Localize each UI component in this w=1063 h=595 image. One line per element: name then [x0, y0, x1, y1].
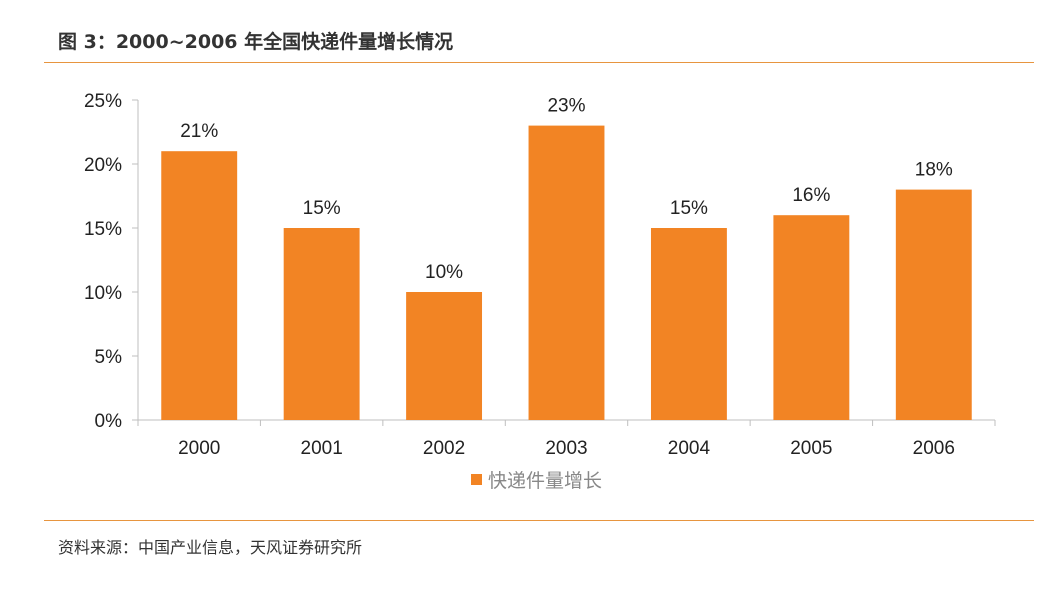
bar-2006 — [895, 189, 972, 420]
x-tick-label-2003: 2003 — [545, 438, 587, 459]
y-tick-label: 10% — [84, 283, 122, 304]
chart-axes: 0% 5% 10% 15% 20% 25% — [84, 91, 996, 432]
source-note: 资料来源：中国产业信息，天风证券研究所 — [58, 538, 363, 557]
bar-2003 — [528, 125, 605, 420]
bar-2005 — [773, 215, 850, 420]
x-tick-label-2004: 2004 — [668, 438, 711, 459]
data-label-2000: 21% — [180, 121, 218, 142]
y-tick-label: 0% — [95, 411, 123, 432]
bar-2001 — [283, 228, 360, 420]
chart-labels: 21% 2000 15% 2001 10% 2002 23% 2003 15% 2004 16% 20… — [178, 96, 955, 459]
x-tick-label-2006: 2006 — [913, 438, 955, 459]
x-tick-label-2005: 2005 — [790, 438, 832, 459]
data-label-2001: 15% — [303, 198, 341, 219]
bar-2004 — [650, 228, 727, 420]
data-label-2002: 10% — [425, 262, 463, 283]
y-tick-label: 15% — [84, 219, 122, 240]
y-tick-label: 20% — [84, 155, 122, 176]
data-label-2005: 16% — [792, 185, 830, 206]
data-label-2003: 23% — [547, 96, 585, 117]
x-tick-label-2001: 2001 — [301, 438, 343, 459]
bar-2002 — [406, 292, 483, 420]
data-label-2006: 18% — [915, 160, 953, 181]
top-divider — [44, 62, 1034, 63]
legend-swatch — [471, 474, 482, 485]
data-label-2004: 15% — [670, 198, 708, 219]
y-tick-label: 5% — [95, 347, 123, 368]
x-tick-label-2000: 2000 — [178, 438, 220, 459]
x-tick-label-2002: 2002 — [423, 438, 465, 459]
y-tick-label: 25% — [84, 91, 122, 112]
bar-2000 — [161, 151, 238, 420]
bottom-divider — [44, 520, 1034, 521]
chart-bars — [161, 125, 972, 420]
legend-label: 快递件量增长 — [488, 470, 602, 492]
chart-legend: 快递件量增长 — [471, 470, 602, 492]
figure-title: 图 3：2000~2006 年全国快递件量增长情况 — [58, 31, 454, 53]
